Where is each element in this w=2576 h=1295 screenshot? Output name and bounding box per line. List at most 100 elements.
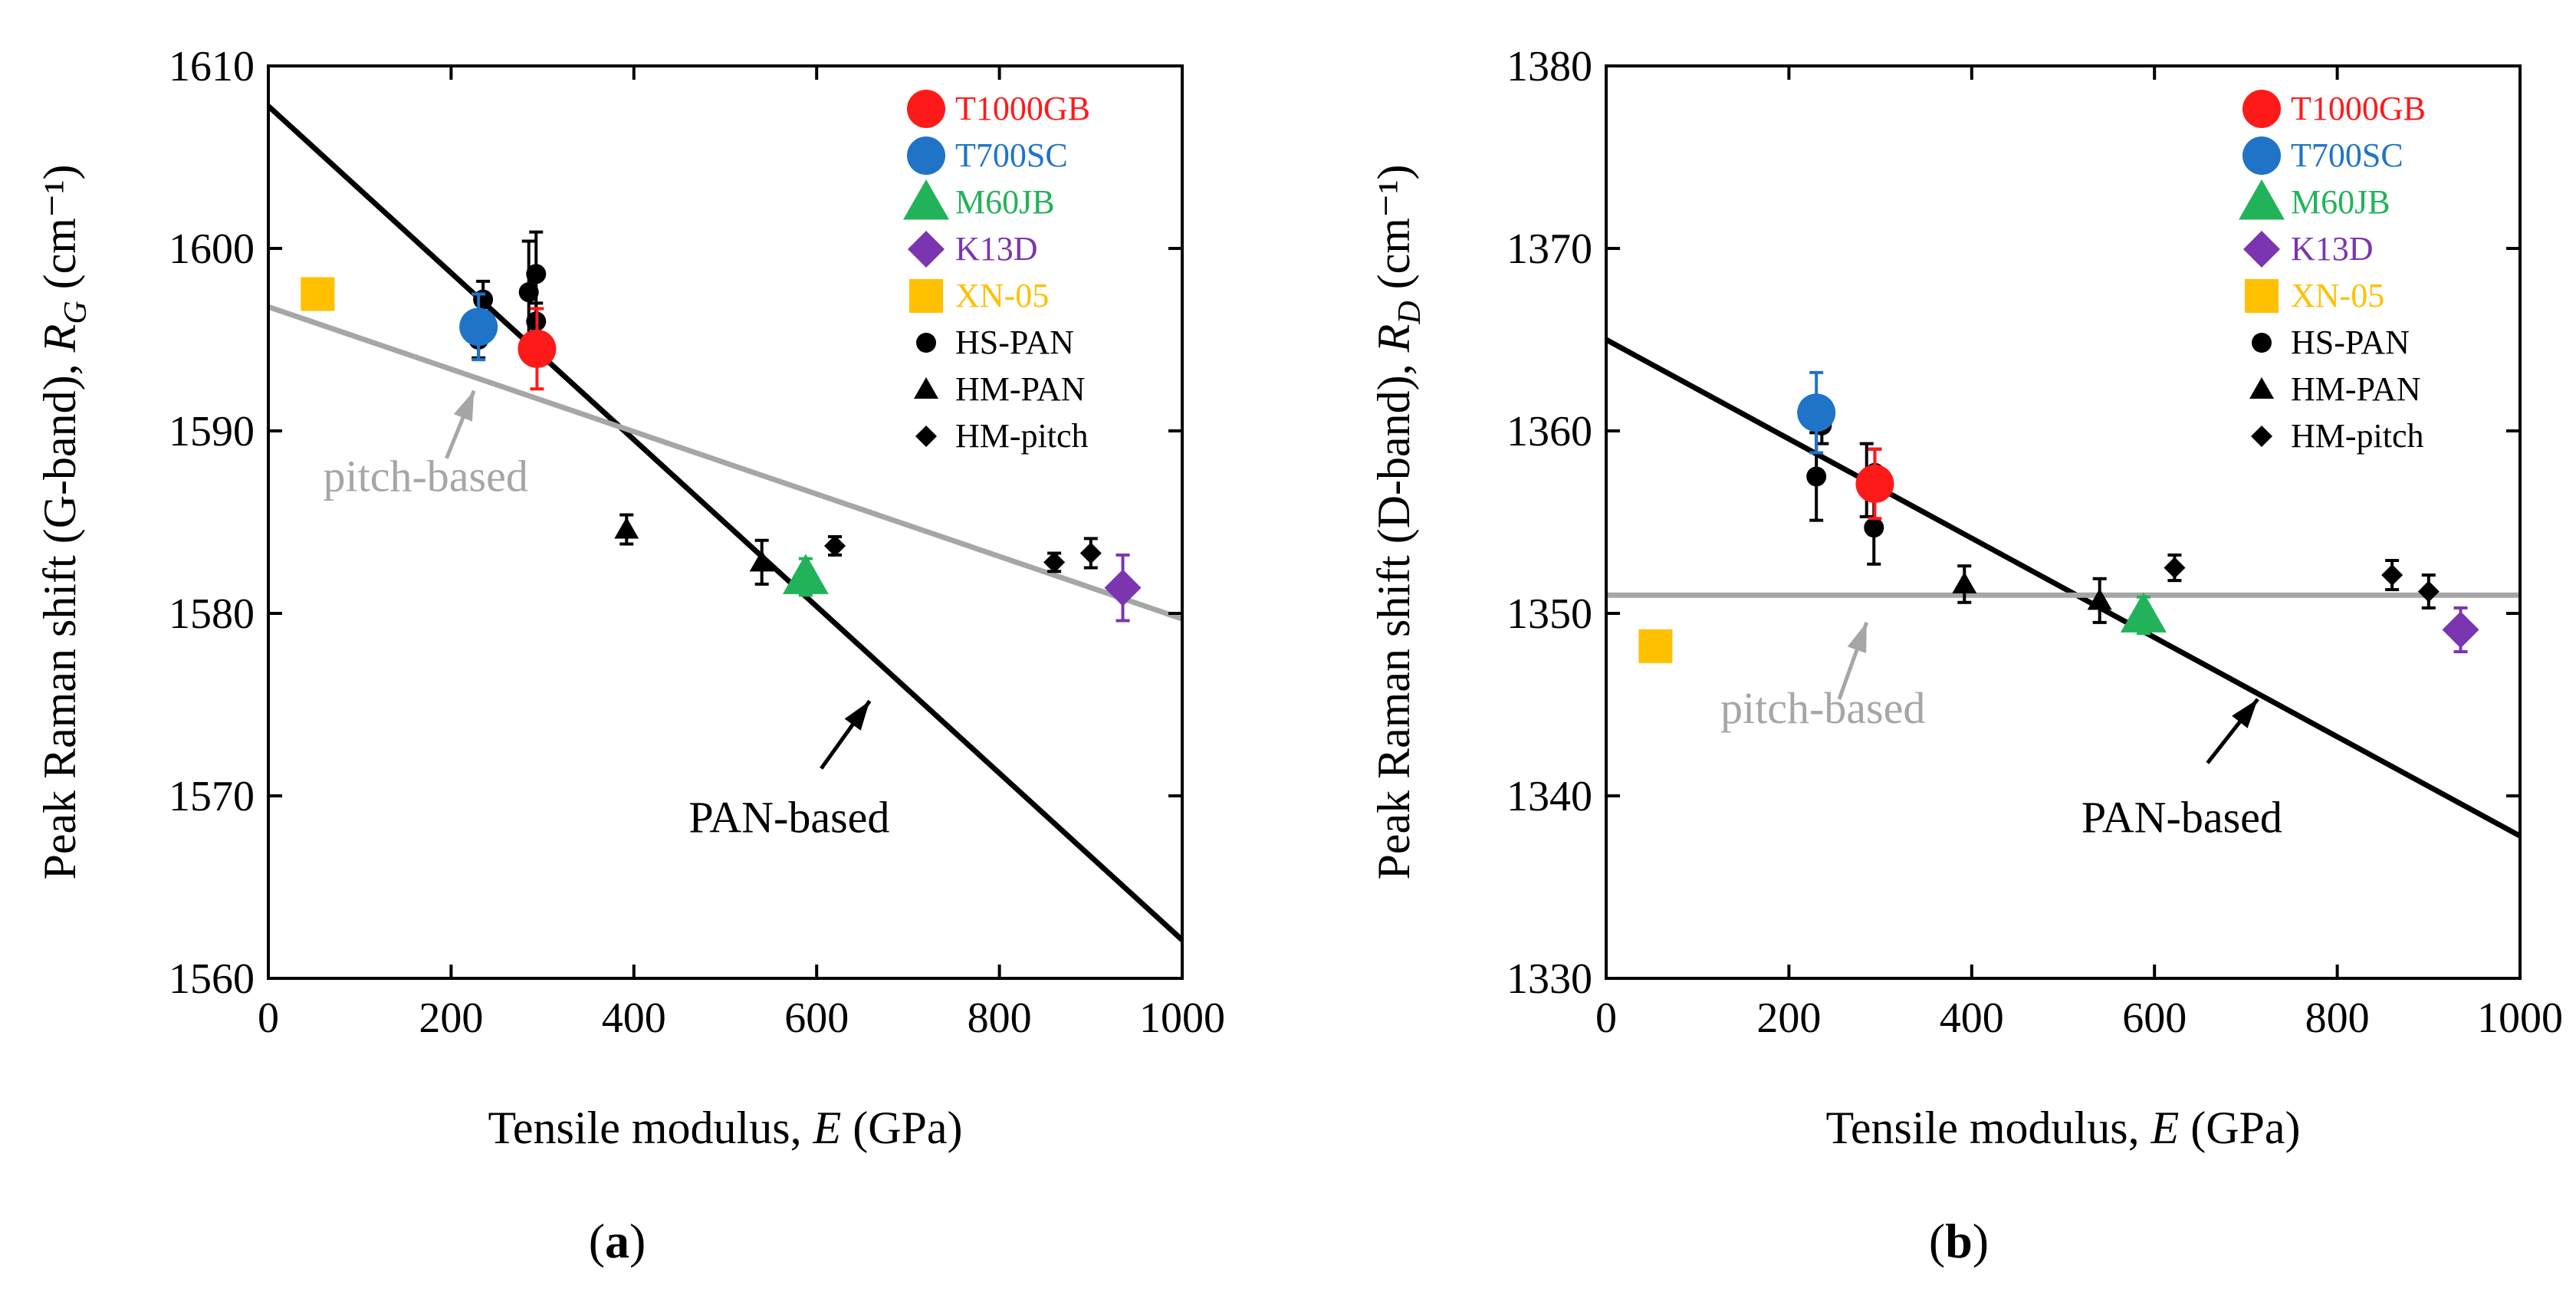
legend-label-t700sc: T700SC: [2291, 136, 2404, 174]
annotation-arrowhead: [1847, 622, 1867, 654]
legend-marker-xn05: [2245, 279, 2279, 313]
y-tick-label: 1330: [1506, 955, 1592, 1003]
data-point: [1638, 629, 1673, 663]
y-tick-label: 1560: [169, 955, 255, 1003]
legend-label-hmpan: HM-PAN: [955, 370, 1086, 408]
legend-label-xn05: XN-05: [955, 277, 1049, 314]
legend-marker-hmpan: [914, 377, 938, 399]
pan-based-fit-line: [1606, 337, 2520, 839]
legend-label-t1000gb: T1000GB: [2291, 90, 2426, 127]
series-k13d: [1104, 553, 1142, 623]
data-point: [1079, 542, 1102, 564]
x-tick-label: 400: [602, 994, 666, 1042]
data-point: [2417, 580, 2440, 603]
series-t1000gb: [518, 307, 557, 391]
annotation-pan-based: PAN-based: [2082, 793, 2282, 843]
series-xn-05: [1638, 629, 1673, 663]
y-tick-label: 1370: [1506, 225, 1592, 273]
legend-label-hmpitch: HM-pitch: [2291, 417, 2424, 455]
legend-marker-t1000gb: [907, 90, 945, 128]
x-tick-label: 1000: [2477, 994, 2563, 1042]
x-tick-label: 200: [1756, 994, 1821, 1042]
legend-label-m60jb: M60JB: [2291, 183, 2390, 221]
y-tick-label: 1350: [1506, 590, 1592, 638]
series-t700sc: [459, 292, 498, 362]
x-tick-label: 1000: [1139, 994, 1225, 1042]
y-tick-label: 1580: [169, 590, 255, 638]
data-point: [1797, 393, 1836, 432]
legend-label-hspan: HS-PAN: [2291, 324, 2410, 361]
legend-marker-t700sc: [907, 136, 945, 175]
data-point: [2442, 611, 2479, 649]
series-hm-pitch: [824, 534, 1102, 574]
legend-marker-t1000gb: [2242, 90, 2281, 128]
data-point: [2164, 557, 2186, 579]
data-point: [301, 277, 335, 311]
legend-marker-m60jb: [903, 179, 949, 220]
y-tick-label: 1340: [1506, 773, 1592, 820]
annotation-arrowhead: [453, 390, 475, 422]
y-tick-label: 1360: [1506, 408, 1592, 455]
legend-label-xn05: XN-05: [2291, 277, 2384, 314]
y-tick-label: 1380: [1506, 43, 1592, 90]
legend-marker-k13d: [908, 231, 945, 268]
data-point: [749, 550, 774, 572]
pitch-based-fit-line: [268, 304, 1182, 622]
legend-label-hmpitch: HM-pitch: [955, 417, 1089, 455]
series-xn-05: [301, 277, 335, 311]
x-tick-label: 800: [2305, 994, 2370, 1042]
series-k13d: [2442, 606, 2479, 653]
y-axis-label: Peak Raman shift (D-band), RD (cm⁻¹): [1368, 164, 1428, 879]
legend: T1000GB T700SC M60JB K13D XN-05 HS-PAN HM-PAN H…: [2239, 90, 2426, 455]
panel-a: pitch-based PAN-based 0 200 400 600 800 1000 156…: [34, 43, 1225, 1268]
data-point: [2381, 564, 2404, 587]
legend-label-hspan: HS-PAN: [955, 324, 1074, 361]
y-tick-label: 1610: [169, 43, 255, 90]
legend-label-m60jb: M60JB: [955, 183, 1055, 221]
data-point: [518, 329, 557, 368]
x-tick-label: 600: [2122, 994, 2187, 1042]
legend: T1000GB T700SC M60JB K13D XN-05 HS-PAN HM-PAN H…: [903, 90, 1090, 455]
legend-marker-hspan: [2252, 333, 2272, 353]
panel-label: (a): [589, 1214, 646, 1268]
legend-label-hmpan: HM-PAN: [2291, 370, 2421, 408]
series-m60jb: [782, 554, 829, 597]
legend-label-t1000gb: T1000GB: [955, 90, 1090, 127]
legend-marker-m60jb: [2239, 179, 2285, 220]
fit-lines: [268, 104, 1182, 942]
series-t700sc: [1797, 370, 1836, 455]
legend-marker-hmpitch: [2251, 426, 2272, 447]
data-point: [1104, 569, 1142, 606]
x-axis-label: Tensile modulus, E (GPa): [1825, 1103, 2300, 1153]
legend-marker-k13d: [2243, 231, 2280, 268]
data-point: [526, 264, 547, 284]
x-tick-label: 0: [1595, 994, 1617, 1042]
x-axis-label: Tensile modulus, E (GPa): [488, 1103, 962, 1153]
data-point: [1864, 518, 1884, 538]
legend-label-k13d: K13D: [955, 230, 1038, 268]
y-axis-label: Peak Raman shift (G-band), RG (cm⁻¹): [34, 164, 94, 879]
series-t1000gb: [1855, 447, 1894, 521]
fit-lines: [1606, 337, 2520, 839]
annotation-arrowhead: [844, 701, 870, 731]
x-tick-label: 800: [968, 994, 1032, 1042]
annotation-pan-based: PAN-based: [688, 793, 889, 843]
legend-marker-t700sc: [2242, 136, 2281, 175]
data-point: [1952, 571, 1977, 593]
annotation-pitch-based: pitch-based: [324, 452, 528, 501]
y-tick-label: 1600: [169, 225, 255, 273]
series-hm-pan: [614, 513, 774, 586]
x-tick-label: 400: [1940, 994, 2004, 1042]
series-hm-pan: [1952, 564, 2112, 624]
y-tick-label: 1570: [169, 773, 255, 820]
data-point: [782, 554, 829, 594]
legend-label-t700sc: T700SC: [955, 136, 1068, 174]
x-tick-label: 200: [419, 994, 483, 1042]
panel-label: (b): [1929, 1214, 1989, 1268]
annotation-pitch-based: pitch-based: [1720, 683, 1925, 733]
data-point: [614, 517, 639, 539]
legend-marker-hmpitch: [915, 426, 937, 447]
data-point: [1043, 551, 1066, 574]
legend-label-k13d: K13D: [2291, 230, 2374, 268]
